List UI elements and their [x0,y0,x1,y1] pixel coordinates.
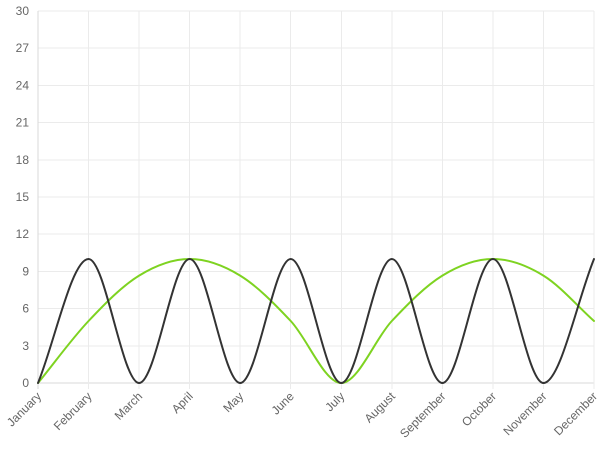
x-axis: January February March April May June July Augu… [4,389,600,441]
x-tick-label: February [51,389,95,433]
series-group [37,258,595,384]
y-tick-label: 12 [16,227,30,241]
y-tick-label: 0 [22,376,29,390]
y-tick-label: 15 [16,190,30,204]
y-tick-label: 24 [16,78,30,92]
x-tick-label: August [362,389,399,426]
y-axis: 0 3 6 9 12 15 18 21 24 27 30 [16,4,30,390]
x-tick-label: May [220,389,246,415]
x-tick-label: September [397,389,448,440]
y-tick-label: 21 [16,116,30,130]
x-tick-label: June [269,389,298,418]
y-tick-label: 30 [16,4,30,18]
y-tick-label: 3 [22,339,29,353]
y-tick-label: 27 [16,41,30,55]
x-tick-label: October [459,389,499,429]
y-tick-label: 9 [22,264,29,278]
x-tick-label: July [322,389,347,414]
x-tick-label: April [169,389,196,416]
grid [37,10,595,389]
y-tick-label: 18 [16,153,30,167]
series-line-1 [37,258,595,384]
x-tick-label: March [112,389,145,422]
x-tick-label: December [551,389,600,438]
x-tick-label: November [501,389,550,438]
y-tick-label: 6 [22,302,29,316]
x-tick-label: January [4,389,44,429]
